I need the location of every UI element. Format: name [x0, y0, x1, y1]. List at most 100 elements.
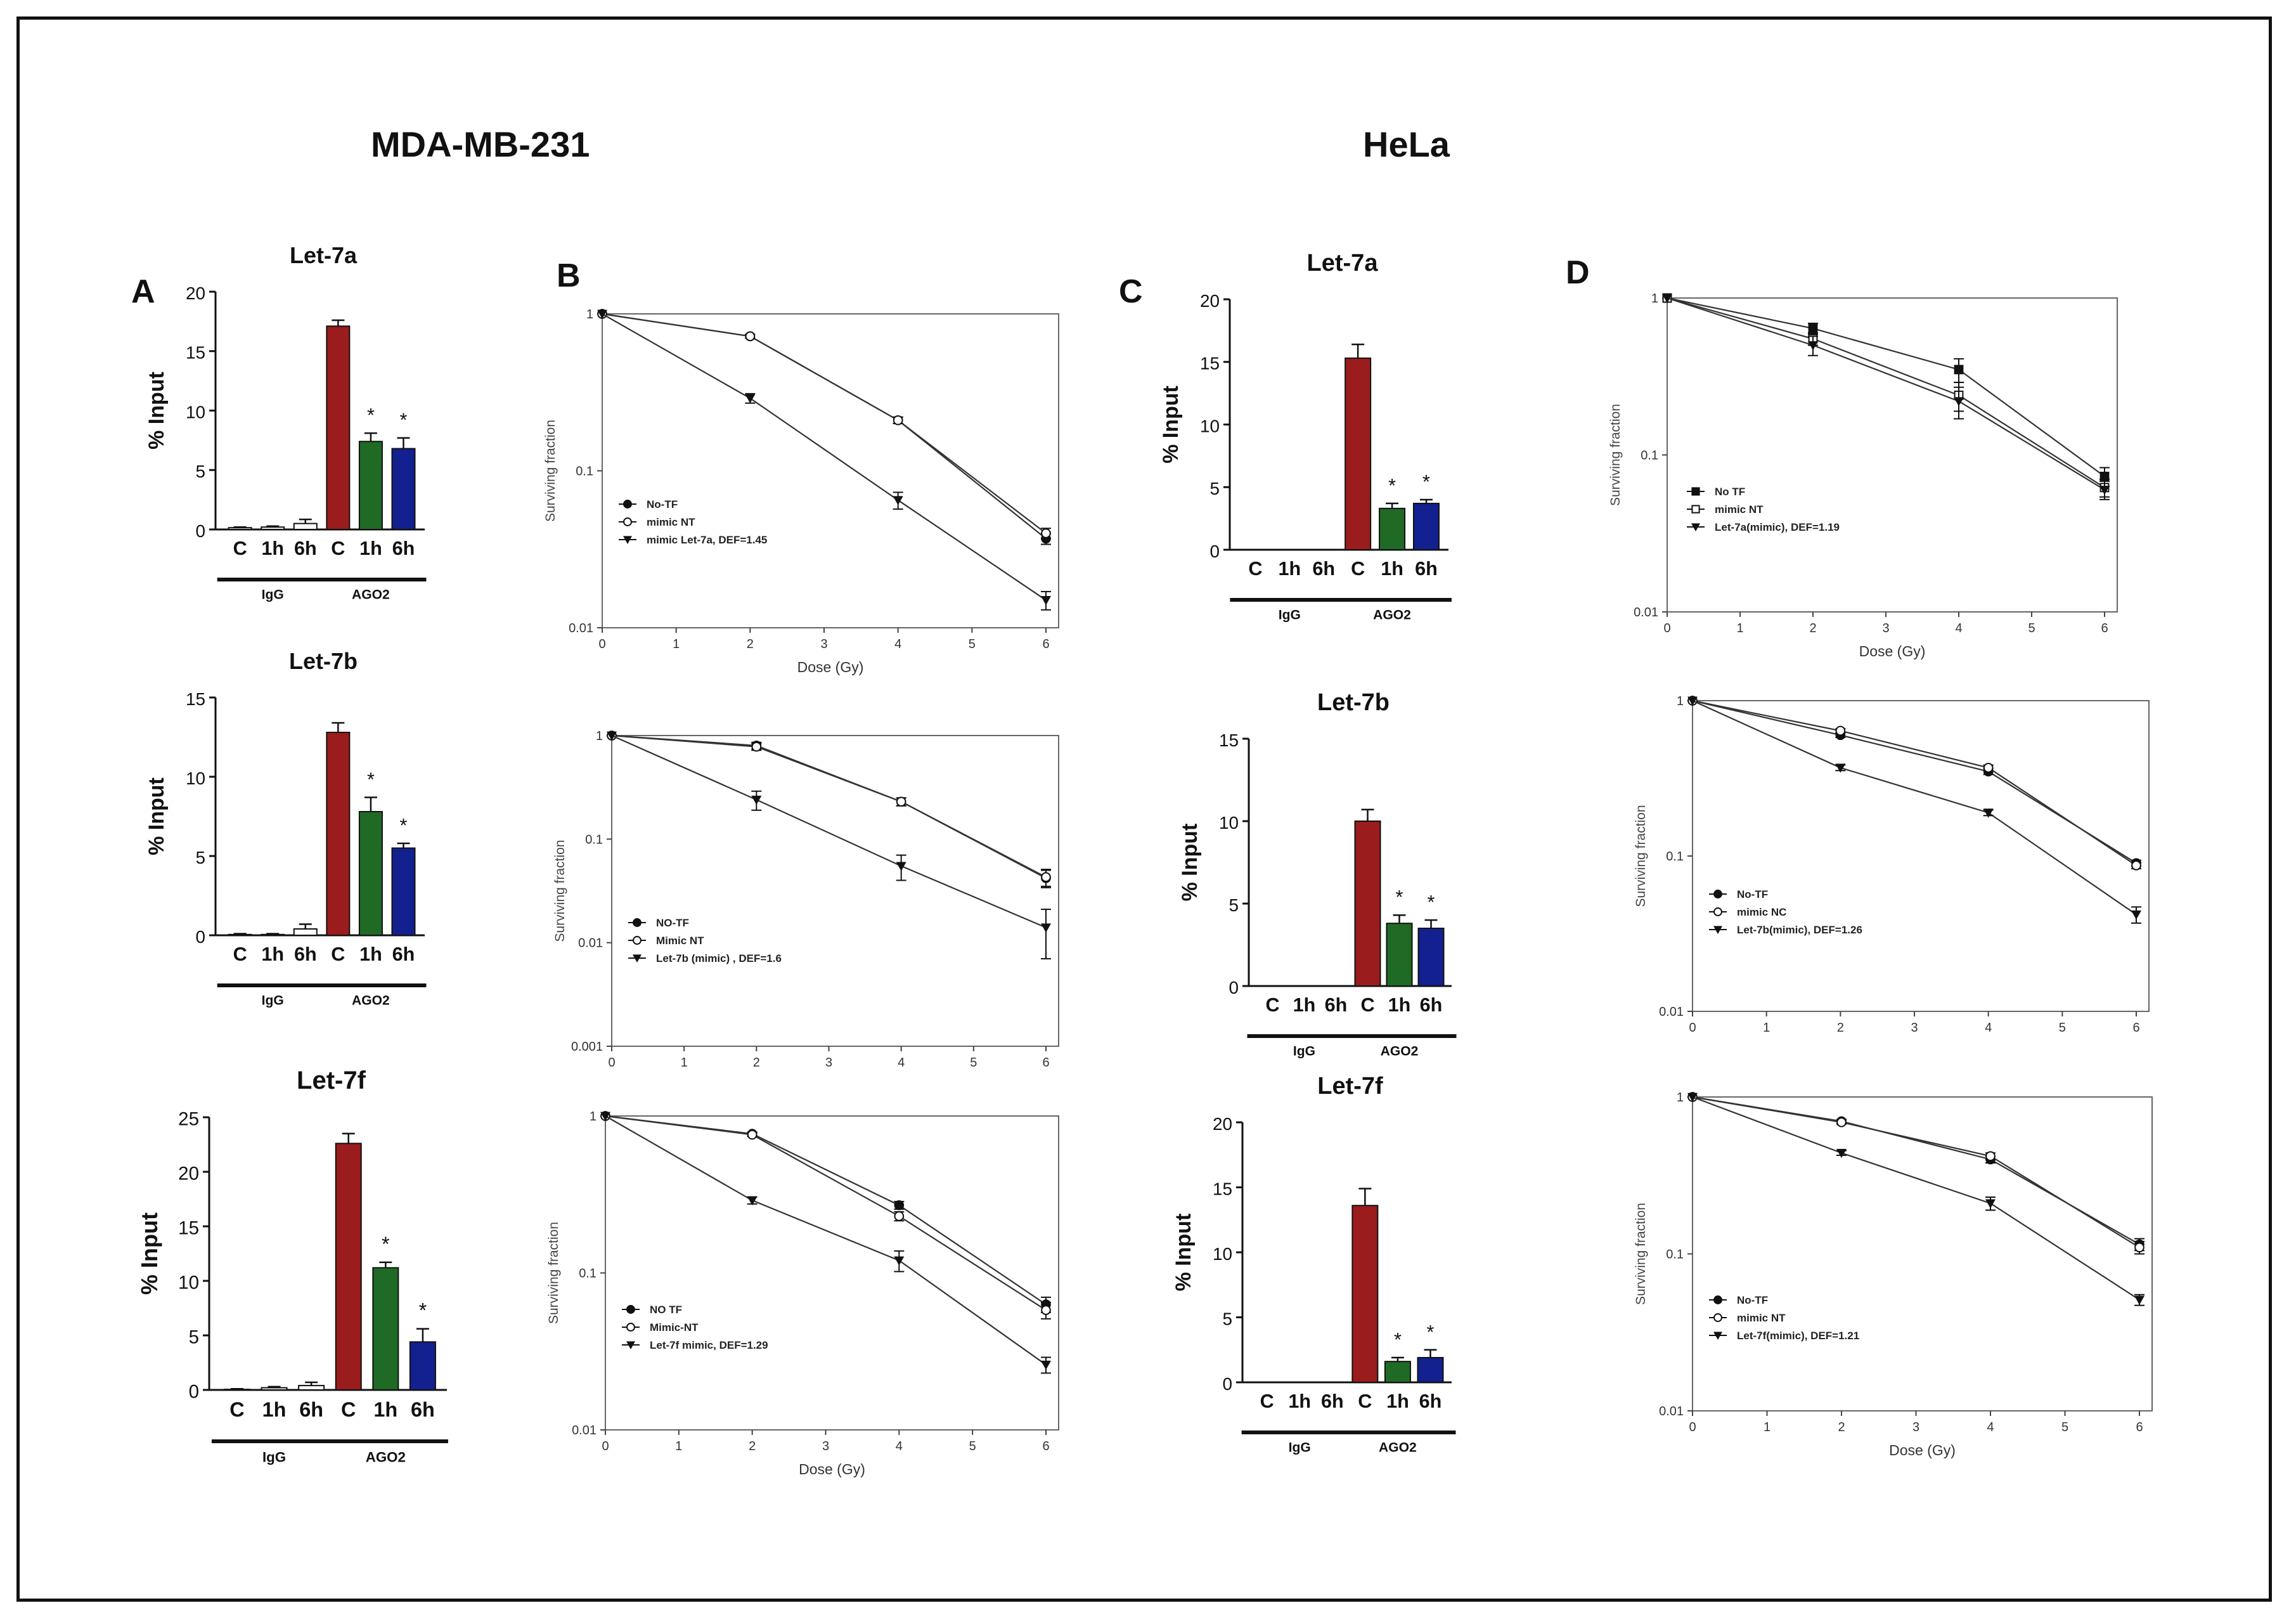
bar [1386, 923, 1413, 987]
legend-label: No-TF [647, 498, 678, 510]
marker-circle [893, 415, 903, 425]
x-tick-label: 4 [896, 1439, 903, 1453]
plot-frame [1692, 1096, 2153, 1411]
chart-title: Let-7a [1307, 250, 1379, 276]
x-tick-label: 2 [747, 637, 754, 651]
chart-title: Let-7f [297, 1067, 366, 1094]
y-tick-label: 5 [1222, 1309, 1232, 1328]
bar [1417, 1357, 1444, 1383]
chart-d-let7a-survival: 0 1 2 3 4 5 6 0.01 0.1 1 Dose (Gy) Surviving fracti… [1608, 292, 2118, 659]
y-tick-label: 20 [1213, 1114, 1232, 1134]
marker-circle [1835, 725, 1846, 736]
chart-c-let7a: Let-7a 0 5 10 15 20 % Input C 1h 6h C * 1h * 6h IgG AGO2 [1159, 250, 1452, 623]
x-tick-label: 6h [392, 944, 415, 965]
y-axis-label: Surviving fraction [1634, 1203, 1648, 1305]
x-tick-label: 6 [2136, 1420, 2143, 1434]
marker-triangle [623, 536, 632, 544]
series-line [605, 1115, 1047, 1366]
bar [391, 448, 416, 530]
y-axis-label: Surviving fraction [543, 420, 558, 522]
marker-circle [2134, 1242, 2144, 1253]
chart-b-let7a-survival: 0 1 2 3 4 5 6 0.01 0.1 1 Dose (Gy) Surviving fracti… [543, 308, 1059, 675]
marker-square [1691, 505, 1700, 514]
y-tick-label: 0.1 [1666, 850, 1684, 864]
legend-label: No TF [1715, 486, 1745, 498]
y-tick-label: 0 [195, 521, 205, 541]
y-tick-label: 5 [195, 462, 205, 481]
significance-star: * [1388, 475, 1396, 496]
marker-circle [1041, 1305, 1051, 1315]
y-tick-label: 0.1 [585, 833, 603, 847]
bar [261, 1387, 288, 1391]
marker-triangle [1041, 923, 1051, 933]
y-tick-label: 25 [178, 1109, 199, 1130]
bar [326, 325, 351, 530]
x-tick-label: 1h [1381, 558, 1403, 580]
x-tick-label: 6h [294, 944, 317, 965]
x-tick-label: 2 [753, 1056, 760, 1070]
marker-triangle [1662, 294, 1672, 303]
legend-label: mimic NT [1715, 503, 1764, 516]
plot-frame [602, 313, 1059, 628]
significance-star: * [367, 405, 375, 426]
legend-label: Let-7f mimic, DEF=1.29 [650, 1339, 768, 1351]
x-tick-label: 0 [1663, 621, 1670, 635]
y-tick-label: 5 [1229, 895, 1239, 915]
y-axis-label: % Input [136, 1212, 162, 1295]
y-tick-label: 15 [186, 343, 205, 363]
x-tick-label: 1h [373, 1398, 397, 1421]
y-tick-label: 5 [1209, 479, 1220, 498]
marker-triangle [597, 309, 607, 319]
marker-circle [751, 741, 762, 752]
y-tick-label: 0.1 [1666, 1248, 1684, 1262]
significance-star: * [367, 769, 375, 791]
x-tick-label: 6h [411, 1398, 435, 1421]
bar [391, 847, 416, 936]
bar [1412, 502, 1440, 550]
legend-label: mimic NT [1737, 1312, 1786, 1324]
panel-label-b: B [557, 257, 581, 294]
marker-circle [1713, 907, 1722, 916]
marker-triangle [1713, 926, 1722, 934]
bar [298, 1385, 325, 1391]
bar [293, 928, 318, 936]
x-tick-label: C [331, 944, 345, 965]
group-label: AGO2 [352, 588, 390, 602]
x-tick-label: 6h [1420, 994, 1443, 1016]
y-axis-label: % Input [1171, 1214, 1196, 1292]
marker-triangle [1687, 1093, 1698, 1102]
marker-triangle [747, 1196, 758, 1206]
chart-title: Let-7b [1317, 689, 1390, 716]
x-tick-label: 0 [598, 637, 605, 651]
marker-circle [1983, 762, 1994, 773]
y-tick-label: 0.01 [569, 621, 593, 635]
legend-label: NO-TF [656, 917, 689, 929]
legend-label: Mimic-NT [650, 1321, 699, 1333]
marker-circle [1713, 1313, 1722, 1322]
bar [293, 522, 318, 530]
y-axis-label: % Input [145, 777, 169, 855]
marker-triangle [607, 731, 617, 741]
series-line [1692, 1096, 2140, 1301]
y-tick-label: 10 [186, 402, 205, 422]
y-tick-label: 20 [1200, 291, 1220, 311]
y-tick-label: 10 [178, 1273, 199, 1294]
y-tick-label: 0.1 [579, 1267, 597, 1281]
series-line [1692, 699, 2137, 866]
chart-d-let7b-survival: 0 1 2 3 4 5 6 0.01 0.1 1 Surviving fraction No-TF mi… [1634, 694, 2150, 1035]
bar [358, 441, 383, 530]
x-tick-label: 4 [1985, 1021, 1992, 1035]
marker-triangle [751, 795, 762, 805]
y-tick-label: 1 [1677, 1091, 1684, 1105]
marker-triangle [1687, 696, 1698, 706]
x-axis-label: Dose (Gy) [799, 1461, 865, 1477]
chart-b-let7b-survival: 0 1 2 3 4 5 6 0.001 0.01 0.1 1 Surviving fraction NO… [553, 729, 1059, 1070]
group-label: IgG [262, 1449, 286, 1465]
figure-frame [16, 16, 2272, 1602]
significance-star: * [1394, 1329, 1402, 1351]
x-tick-label: 1h [1293, 994, 1316, 1016]
x-tick-label: C [331, 538, 345, 559]
significance-star: * [1428, 892, 1435, 913]
significance-star: * [400, 815, 408, 836]
x-tick-label: 3 [1912, 1420, 1919, 1434]
